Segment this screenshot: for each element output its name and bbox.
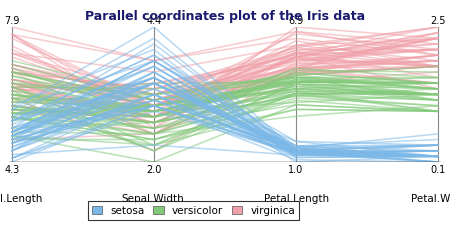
Title: Parallel coordinates plot of the Iris data: Parallel coordinates plot of the Iris da… (85, 10, 365, 23)
Text: 1.0: 1.0 (288, 165, 304, 175)
Legend: setosa, versicolor, virginica: setosa, versicolor, virginica (88, 201, 299, 220)
Text: 6.9: 6.9 (288, 16, 304, 26)
Text: 4.3: 4.3 (4, 165, 19, 175)
Text: 4.4: 4.4 (146, 16, 162, 26)
Text: 2.0: 2.0 (146, 165, 162, 175)
Text: Petal.Length: Petal.Length (265, 194, 329, 203)
Text: 7.9: 7.9 (4, 16, 19, 26)
Text: Petal.Width: Petal.Width (411, 194, 450, 203)
Text: 2.5: 2.5 (430, 16, 446, 26)
Text: Sepal.Width: Sepal.Width (122, 194, 184, 203)
Text: Sepal.Length: Sepal.Length (0, 194, 43, 203)
Text: 0.1: 0.1 (431, 165, 446, 175)
